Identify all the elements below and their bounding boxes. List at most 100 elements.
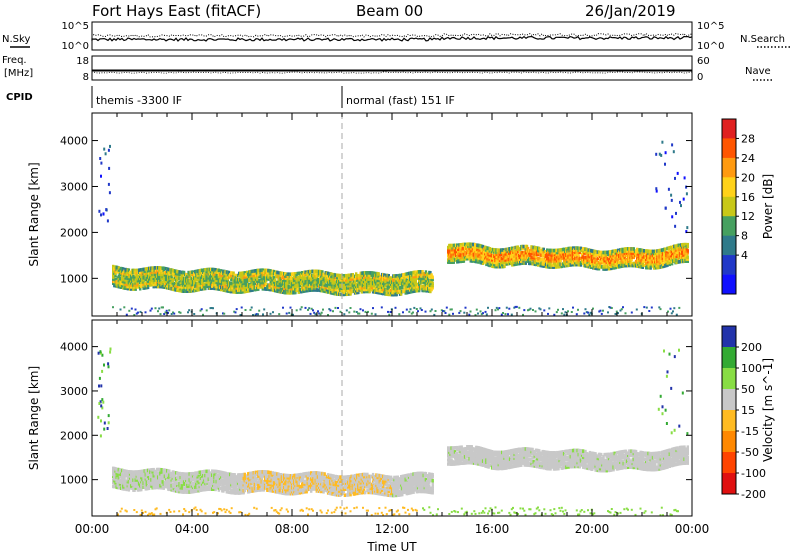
echo-cell — [419, 282, 422, 286]
echo-cell — [308, 276, 312, 280]
echo-cell — [394, 286, 397, 291]
echo-cell — [600, 250, 603, 255]
near-range-cell — [543, 309, 546, 312]
echo-cell — [317, 284, 321, 288]
echo-cell — [117, 266, 120, 270]
echo-cell — [505, 255, 508, 260]
near-range-cell — [648, 310, 651, 312]
echo-cell — [642, 251, 646, 255]
near-range-cell — [532, 309, 534, 311]
echo-cell — [262, 274, 266, 279]
beam-title: Beam 00 — [356, 2, 424, 20]
search-label: N.Search — [740, 34, 785, 45]
echo-cell — [333, 279, 336, 283]
echo-cell — [226, 488, 230, 492]
near-range-cell — [173, 312, 176, 315]
echo-cell — [365, 275, 368, 279]
echo-cell — [652, 255, 656, 260]
echo-cell — [594, 249, 597, 254]
echo-cell — [538, 246, 541, 251]
echo-cell — [151, 472, 154, 476]
echo-cell — [339, 280, 342, 284]
echo-cell — [431, 283, 434, 288]
echo-cell — [623, 251, 626, 256]
echo-cell — [257, 287, 260, 291]
echo-cell — [636, 247, 639, 252]
echo-cell — [576, 246, 579, 250]
echo-cell — [579, 263, 583, 267]
echo-cell — [149, 283, 152, 287]
echo-cell — [135, 480, 138, 484]
echo-cell — [353, 280, 357, 285]
echo-cell — [203, 485, 206, 490]
echo-cell — [418, 278, 421, 282]
near-range-cell — [650, 306, 653, 309]
echo-cell — [263, 280, 267, 285]
near-range-cell — [445, 306, 448, 309]
echo-cell — [312, 286, 315, 290]
echo-cell — [360, 290, 363, 294]
echo-cell — [386, 282, 389, 286]
near-range-cell — [583, 312, 586, 315]
echo-cell — [214, 282, 217, 287]
near-range-cell — [112, 306, 114, 309]
echo-cell — [649, 266, 652, 270]
echo-cell — [622, 262, 625, 266]
echo-cell — [334, 289, 338, 294]
echo-cell — [628, 251, 631, 255]
echo-cell — [126, 284, 129, 289]
echo-cell — [542, 247, 545, 252]
near-range-cell — [522, 313, 524, 316]
echo-cell — [357, 290, 360, 295]
near-range-cell — [310, 307, 313, 310]
echo-cell — [126, 475, 129, 480]
echo-cell — [124, 481, 127, 486]
echo-cell — [211, 286, 214, 290]
echo-cell — [154, 469, 158, 474]
near-range-cell — [154, 307, 157, 310]
echo-cell — [611, 264, 614, 268]
echo-cell — [400, 292, 403, 296]
near-range-cell — [308, 307, 311, 310]
near-range-cell — [312, 309, 314, 312]
echo-cell — [133, 268, 136, 273]
echo-cell — [393, 290, 396, 295]
echo-cell — [130, 287, 133, 291]
near-range-cell — [529, 307, 532, 310]
echo-cell — [130, 281, 133, 285]
echo-cell — [191, 483, 195, 488]
echo-cell — [427, 272, 430, 277]
near-range-cell — [258, 309, 261, 312]
echo-cell — [343, 286, 347, 290]
near-range-cell — [562, 308, 564, 311]
echo-cell — [118, 484, 122, 488]
echo-cell — [559, 258, 562, 263]
echo-cell — [624, 257, 628, 262]
echo-cell — [135, 472, 138, 476]
echo-cell — [170, 274, 173, 279]
near-range-cell — [622, 306, 624, 309]
echo-cell — [209, 471, 213, 475]
echo-cell — [152, 274, 155, 278]
scatter-cell — [655, 187, 658, 191]
echo-cell — [307, 282, 311, 286]
echo-cell — [232, 290, 235, 294]
near-range-cell — [137, 311, 139, 314]
echo-cell — [686, 257, 689, 261]
echo-cell — [388, 276, 392, 280]
near-range-cell — [233, 310, 236, 313]
echo-cell — [187, 476, 190, 480]
near-range-cell — [125, 313, 128, 316]
echo-cell — [448, 260, 451, 264]
echo-cell — [112, 273, 115, 277]
echo-cell — [595, 260, 598, 264]
echo-cell — [414, 278, 417, 283]
y-tick-label: 1000 — [60, 272, 88, 285]
echo-cell — [180, 476, 183, 480]
echo-cell — [634, 251, 638, 256]
echo-cell — [522, 246, 525, 251]
echo-cell — [645, 251, 648, 255]
echo-cell — [609, 258, 612, 262]
echo-cell — [641, 259, 644, 263]
